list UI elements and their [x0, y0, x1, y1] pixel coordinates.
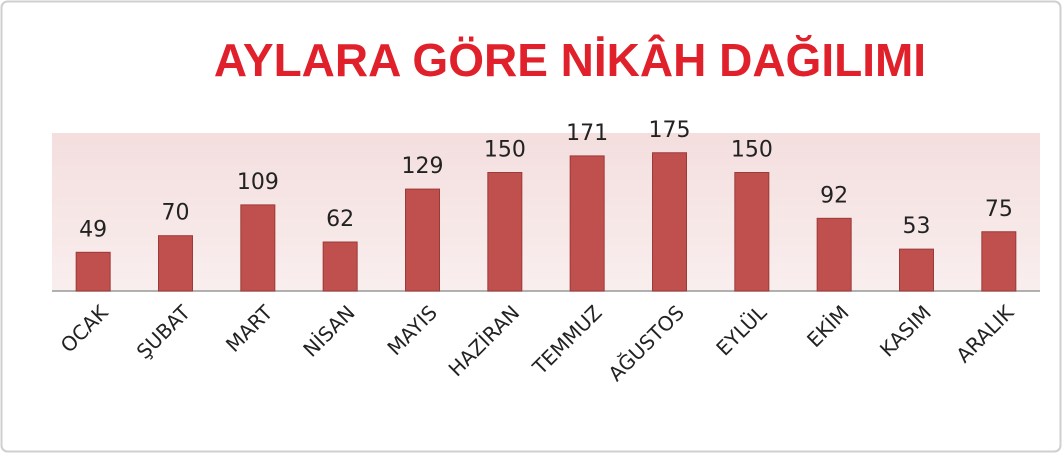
data-label: 150	[484, 138, 526, 163]
bar	[158, 235, 193, 292]
data-label: 175	[649, 118, 691, 143]
data-label: 171	[566, 121, 608, 146]
data-label: 70	[162, 201, 190, 226]
bar	[816, 217, 852, 292]
data-label: 75	[985, 197, 1013, 222]
data-label: 62	[326, 207, 354, 232]
bar	[322, 241, 358, 292]
data-label: 109	[237, 170, 279, 195]
bar	[487, 172, 523, 292]
bar	[734, 172, 770, 292]
data-label: 92	[820, 183, 848, 208]
bar	[899, 248, 934, 292]
bar	[569, 155, 605, 292]
bar	[652, 152, 687, 292]
data-label: 150	[731, 138, 773, 163]
data-label: 53	[903, 214, 931, 239]
bar	[981, 231, 1017, 292]
bar	[240, 204, 276, 292]
chart-title: AYLARA GÖRE NİKÂH DAĞILIMI	[214, 34, 926, 86]
data-label: 129	[402, 154, 444, 179]
bar	[75, 251, 111, 292]
data-label: 49	[79, 217, 107, 242]
plot-area	[52, 133, 1040, 291]
bar	[405, 188, 440, 292]
